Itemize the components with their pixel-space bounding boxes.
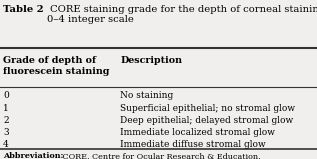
- Text: Immediate diffuse stromal glow: Immediate diffuse stromal glow: [120, 140, 266, 149]
- Text: Description: Description: [120, 56, 183, 66]
- Text: 0: 0: [3, 91, 9, 100]
- Text: 4: 4: [3, 140, 9, 149]
- Text: No staining: No staining: [120, 91, 174, 100]
- Text: Immediate localized stromal glow: Immediate localized stromal glow: [120, 128, 275, 137]
- Text: Table 2: Table 2: [3, 5, 44, 14]
- Text: Grade of depth of
fluorescein staining: Grade of depth of fluorescein staining: [3, 56, 110, 76]
- Text: 1: 1: [3, 104, 9, 113]
- Text: Deep epithelial; delayed stromal glow: Deep epithelial; delayed stromal glow: [120, 116, 294, 125]
- Text: Superficial epithelial; no stromal glow: Superficial epithelial; no stromal glow: [120, 104, 295, 113]
- Text: Abbreviation:: Abbreviation:: [3, 152, 64, 159]
- Text: 2: 2: [3, 116, 9, 125]
- Text: CORE staining grade for the depth of corneal staining,
0–4 integer scale: CORE staining grade for the depth of cor…: [47, 5, 317, 24]
- Text: 3: 3: [3, 128, 9, 137]
- Text: CORE, Centre for Ocular Research & Education.: CORE, Centre for Ocular Research & Educa…: [60, 152, 260, 159]
